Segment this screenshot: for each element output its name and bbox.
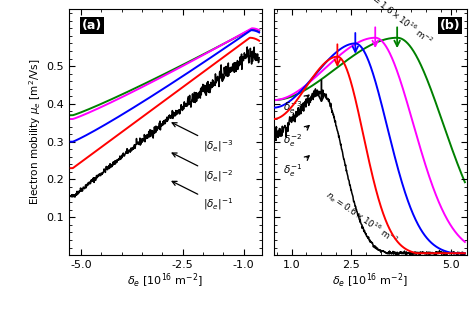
Text: $|\delta_e|^{-3}$: $|\delta_e|^{-3}$	[172, 123, 233, 154]
Text: (a): (a)	[82, 19, 102, 32]
Text: $\delta_e^{-2}$: $\delta_e^{-2}$	[283, 126, 309, 149]
Text: $|\delta_e|^{-2}$: $|\delta_e|^{-2}$	[172, 153, 233, 184]
Text: $\delta_e^{-1}$: $\delta_e^{-1}$	[283, 156, 309, 179]
Text: $n_e = 1.6\times10^{16}$ m$^{-2}$: $n_e = 1.6\times10^{16}$ m$^{-2}$	[360, 0, 435, 49]
Text: (b): (b)	[440, 19, 460, 32]
Y-axis label: Electron mobility $\mu_e$ [m$^2$/Vs]: Electron mobility $\mu_e$ [m$^2$/Vs]	[27, 59, 43, 205]
Text: $\delta_e^{-3}$: $\delta_e^{-3}$	[283, 95, 309, 116]
Text: $n_e = 0.6\times10^{16}$ m$^{-2}$: $n_e = 0.6\times10^{16}$ m$^{-2}$	[322, 187, 400, 247]
Text: $|\delta_e|^{-1}$: $|\delta_e|^{-1}$	[172, 181, 233, 212]
X-axis label: $\delta_e$ [10$^{16}$ m$^{-2}$]: $\delta_e$ [10$^{16}$ m$^{-2}$]	[128, 271, 203, 290]
X-axis label: $\delta_e$ [10$^{16}$ m$^{-2}$]: $\delta_e$ [10$^{16}$ m$^{-2}$]	[332, 271, 408, 290]
